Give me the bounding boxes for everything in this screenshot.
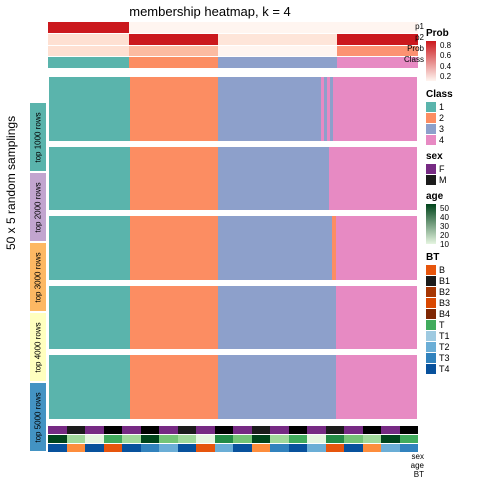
heatmap-body — [48, 76, 418, 424]
legend-swatch — [426, 102, 436, 112]
legend-swatch — [426, 124, 436, 134]
bottom-annotation-label: sex — [412, 452, 424, 461]
heatmap-plot — [48, 22, 418, 452]
legend-item: B1 — [426, 276, 500, 286]
heatmap-panel — [48, 76, 418, 142]
annotation-label: Class — [404, 55, 424, 64]
heatmap-panel — [48, 285, 418, 351]
heatmap-panel — [48, 146, 418, 212]
legend-group: Class1234 — [426, 89, 500, 145]
top-annotations — [48, 22, 418, 68]
annotation-row — [48, 22, 418, 33]
legend-swatch — [426, 331, 436, 341]
row-label: top 4000 rows — [30, 313, 46, 381]
legend-item: M — [426, 175, 500, 185]
legend-item: F — [426, 164, 500, 174]
legend-item: T4 — [426, 364, 500, 374]
annotation-row — [48, 34, 418, 45]
legend-swatch — [426, 113, 436, 123]
legend-item: B — [426, 265, 500, 275]
row-label-strip: top 1000 rows top 2000 rows top 3000 rows t… — [30, 102, 46, 452]
annotation-row — [48, 46, 418, 57]
annotation-label: p2 — [415, 33, 424, 42]
legend-group: Prob0.80.60.40.2 — [426, 28, 500, 83]
legend-group: BTBB1B2B3B4TT1T2T3T4 — [426, 252, 500, 374]
legend-swatch — [426, 298, 436, 308]
legend-panel: Prob0.80.60.40.2 Class1234 sexFM age5040302… — [426, 28, 500, 380]
legend-item: 1 — [426, 102, 500, 112]
row-label: top 3000 rows — [30, 243, 46, 311]
legend-item: T1 — [426, 331, 500, 341]
legend-swatch — [426, 287, 436, 297]
legend-swatch — [426, 342, 436, 352]
annotation-label: Prob — [407, 44, 424, 53]
legend-swatch — [426, 364, 436, 374]
annotation-row — [48, 57, 418, 68]
legend-gradient — [426, 41, 436, 81]
legend-swatch — [426, 309, 436, 319]
legend-item: T2 — [426, 342, 500, 352]
legend-item: B2 — [426, 287, 500, 297]
legend-item: 3 — [426, 124, 500, 134]
bottom-annotation-row — [48, 444, 418, 452]
legend-gradient — [426, 204, 436, 244]
legend-swatch — [426, 320, 436, 330]
legend-item: 4 — [426, 135, 500, 145]
bottom-annotation-row — [48, 426, 418, 434]
heatmap-panel — [48, 354, 418, 420]
annotation-label: p1 — [415, 22, 424, 31]
legend-item: B3 — [426, 298, 500, 308]
row-label: top 5000 rows — [30, 383, 46, 451]
row-label: top 1000 rows — [30, 103, 46, 171]
bottom-annotation-label: age — [411, 461, 424, 470]
row-label: top 2000 rows — [30, 173, 46, 241]
legend-swatch — [426, 164, 436, 174]
legend-swatch — [426, 135, 436, 145]
legend-item: B4 — [426, 309, 500, 319]
legend-item: T3 — [426, 353, 500, 363]
legend-group: sexFM — [426, 151, 500, 185]
legend-item: 2 — [426, 113, 500, 123]
legend-swatch — [426, 276, 436, 286]
y-axis-label: 50 x 5 random samplings — [4, 116, 18, 250]
heatmap-panel — [48, 215, 418, 281]
bottom-annotations — [48, 426, 418, 452]
legend-swatch — [426, 265, 436, 275]
legend-swatch — [426, 353, 436, 363]
chart-title: membership heatmap, k = 4 — [0, 4, 420, 19]
bottom-annotation-label: BT — [414, 470, 424, 479]
legend-group: age5040302010 — [426, 191, 500, 246]
legend-swatch — [426, 175, 436, 185]
bottom-annotation-row — [48, 435, 418, 443]
legend-item: T — [426, 320, 500, 330]
